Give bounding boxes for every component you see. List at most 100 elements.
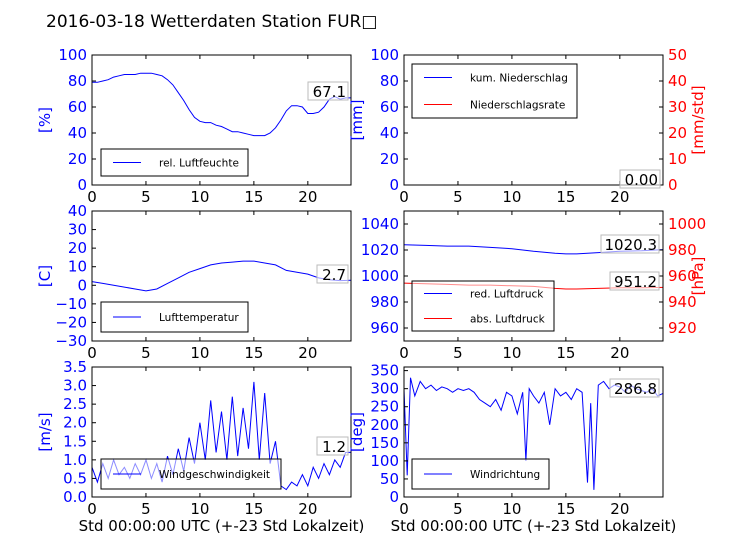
panel-pressure: 0 5 10 15 20 960 980 1000 1020 1040 920 940 960 980 10… [361,210,707,362]
y2-tick-label: 40 [668,72,687,90]
y-tick-label: 100 [370,46,399,64]
y-tick-label: 20 [380,150,399,168]
annotation-box [609,378,660,398]
axes-frame [91,54,352,186]
y-tick-label: 250 [370,398,399,416]
y2-tick-label: 30 [668,98,687,116]
axes-frame [403,54,664,186]
y-tick-label: −30 [55,332,87,350]
legend-label: Windrichtung [470,469,540,481]
y-tick-label: 80 [380,72,399,90]
x-axis-label: Std 00:00:00 UTC (+-23 Std Lokalzeit) [391,517,677,535]
legend: rel. Luftfeuchte [100,148,249,177]
y2-axis-label: [hPa] [689,257,707,296]
y-tick-label: −20 [55,313,87,331]
x-tick-label: 20 [610,500,629,518]
x-tick-label: 15 [244,344,263,362]
x-tick-label: 0 [399,344,409,362]
y-axis-label: [%] [36,107,54,133]
panel-humidity: 0 5 10 15 20 0 20 40 60 80 100 [%] 67.1 rel. Luftfeuc… [36,46,352,206]
y-tick-label: 40 [68,124,87,142]
y-tick-label: 350 [370,362,399,380]
x-tick-label: 0 [399,500,409,518]
x-axis-label: Std 00:00:00 UTC (+-23 Std Lokalzeit) [79,517,365,535]
legend: Lufttemperatur [100,301,249,333]
legend-label: kum. Niederschlag [470,73,568,85]
x-tick-label: 15 [244,188,263,206]
annotation-value: 0.00 [625,171,658,189]
axes-frame [91,210,352,342]
x-tick-label: 10 [190,344,209,362]
legend: kum. Niederschlag Niederschlagsrate [411,63,578,119]
y-tick-label: 60 [68,98,87,116]
y-tick-label: 0 [389,488,399,506]
y-tick-label: 1.5 [63,432,87,450]
figure-title: 2016-03-18 Wetterdaten Station FUR□ [46,12,377,32]
legend: Windgeschwindigkeit [100,458,282,490]
annotation-value: 1.2 [322,438,346,456]
y-tick-label: 150 [370,434,399,452]
y-tick-label: 200 [370,416,399,434]
x-tick-label: 15 [556,344,575,362]
x-tick-label: 20 [610,344,629,362]
annotation-value: 2.7 [322,266,346,284]
y-tick-label: 1.0 [63,451,87,469]
y-axis-label: [mm] [348,100,366,141]
y-tick-label: 80 [68,72,87,90]
y2-tick-label: 20 [668,124,687,142]
x-tick-label: 15 [556,500,575,518]
x-tick-label: 10 [190,188,209,206]
y-tick-label: 300 [370,380,399,398]
y2-tick-label: 1000 [668,215,706,233]
axes-frame [403,366,664,498]
y-tick-label: 960 [370,319,399,337]
annotation-value: 67.1 [313,83,346,101]
x-tick-label: 20 [610,188,629,206]
y2-tick-label: 10 [668,150,687,168]
x-tick-label: 10 [190,500,209,518]
y-tick-label: 50 [380,470,399,488]
x-tick-label: 5 [453,344,463,362]
legend-label: Niederschlagsrate [470,100,565,112]
annotation-box [609,271,660,291]
x-tick-label: 10 [502,344,521,362]
panel-wind_speed: 0 5 10 15 20 0.00.51.01.52.02.53.03.5 [m/s] Std… [36,358,364,535]
y2-tick-label: 940 [668,293,697,311]
x-tick-label: 20 [298,500,317,518]
x-tick-label: 5 [453,188,463,206]
y2-tick-label: 920 [668,319,697,337]
y-tick-label: 100 [370,452,399,470]
x-tick-label: 5 [141,344,151,362]
annotation-value: 951.2 [614,273,657,291]
x-tick-label: 10 [502,188,521,206]
y2-tick-label: 980 [668,241,697,259]
annotation-box [600,234,660,254]
y-tick-label: 20 [68,239,87,257]
y-tick-label: 0 [77,276,87,294]
x-tick-label: 0 [399,188,409,206]
x-tick-label: 15 [556,188,575,206]
y-tick-label: 1040 [361,215,399,233]
x-tick-label: 5 [141,500,151,518]
series-humidity-0 [92,72,351,137]
y-tick-label: 0 [77,176,87,194]
y-axis-label: [C] [36,265,54,287]
y2-tick-label: 0 [668,176,678,194]
x-tick-label: 10 [502,500,521,518]
y-tick-label: 0 [389,176,399,194]
annotation-box [316,436,349,456]
legend-label: Windgeschwindigkeit [159,469,270,481]
y-tick-label: 40 [380,124,399,142]
x-tick-label: 20 [298,188,317,206]
y-tick-label: −10 [55,295,87,313]
y-tick-label: 0.0 [63,488,87,506]
y2-tick-label: 50 [668,46,687,64]
y2-tick-label: 960 [668,267,697,285]
annotation-box [316,264,349,284]
y-tick-label: 3.0 [63,377,87,395]
x-tick-label: 0 [87,344,97,362]
